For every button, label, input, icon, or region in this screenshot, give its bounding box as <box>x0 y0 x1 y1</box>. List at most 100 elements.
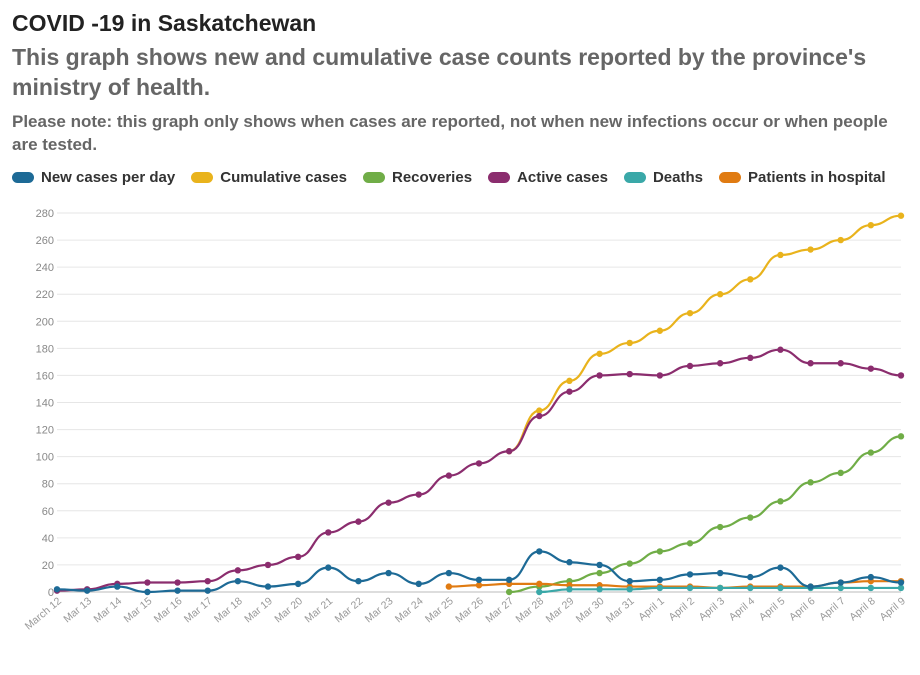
legend-item[interactable]: Recoveries <box>362 169 472 186</box>
data-point <box>385 569 392 577</box>
data-point <box>234 577 242 585</box>
x-tick-label: Mar 14 <box>91 595 124 625</box>
data-point <box>325 564 332 571</box>
y-tick-label: 120 <box>36 425 54 437</box>
data-point <box>566 377 573 385</box>
legend-item[interactable]: Cumulative cases <box>191 169 347 186</box>
x-tick-label: April 6 <box>787 595 818 623</box>
data-point <box>747 514 754 521</box>
data-point <box>777 251 784 259</box>
data-point <box>445 583 453 590</box>
data-point <box>837 584 844 592</box>
data-point <box>234 567 242 574</box>
data-point <box>777 346 784 353</box>
data-point <box>204 577 211 585</box>
legend-item[interactable]: Active cases <box>488 169 608 186</box>
data-point <box>807 360 814 367</box>
data-point <box>716 291 724 298</box>
data-point <box>656 584 664 592</box>
data-point <box>867 573 875 581</box>
x-tick-label: Mar 30 <box>574 595 607 625</box>
data-point <box>536 580 543 588</box>
data-point <box>294 553 302 561</box>
data-point <box>897 372 905 379</box>
x-tick-label: Mar 17 <box>182 595 215 625</box>
x-tick-label: Mar 16 <box>152 595 185 625</box>
data-point <box>596 561 603 569</box>
y-tick-label: 240 <box>36 262 54 274</box>
legend-swatch <box>191 172 214 183</box>
chart-subtitle: This graph shows new and cumulative case… <box>12 44 867 100</box>
data-point <box>204 587 211 594</box>
legend-item[interactable]: Deaths <box>623 169 703 186</box>
data-point <box>415 580 422 588</box>
x-tick-label: Mar 23 <box>363 595 396 625</box>
data-point <box>385 499 392 506</box>
data-point <box>626 339 633 347</box>
series-patients-in-hospital <box>445 577 905 592</box>
data-point <box>656 548 664 555</box>
data-point <box>867 365 875 372</box>
x-tick-label: Mar 26 <box>453 595 486 625</box>
legend-swatch <box>488 172 511 183</box>
legend-label: Patients in hospital <box>747 169 886 186</box>
series-line <box>508 214 902 453</box>
data-point <box>174 579 181 586</box>
data-point <box>355 518 362 525</box>
y-tick-label: 140 <box>36 398 54 410</box>
data-point <box>686 584 694 592</box>
x-tick-label: Mar 28 <box>513 595 546 625</box>
data-point <box>716 569 724 577</box>
data-point <box>536 588 543 596</box>
data-point <box>837 469 844 477</box>
data-point <box>114 583 121 590</box>
data-point <box>626 560 633 567</box>
data-point <box>867 449 875 456</box>
data-point <box>686 309 694 317</box>
data-point <box>656 372 664 379</box>
y-tick-label: 180 <box>36 343 54 355</box>
legend-label: New cases per day <box>41 169 176 186</box>
y-tick-label: 100 <box>36 452 54 464</box>
legend-swatch <box>718 172 741 183</box>
data-point <box>807 246 814 253</box>
data-point <box>686 540 694 547</box>
series-new-cases-per-day <box>53 548 905 596</box>
y-tick-label: 200 <box>36 316 54 328</box>
x-tick-label: Mar 31 <box>604 595 637 625</box>
data-point <box>53 586 61 593</box>
x-tick-label: Mar 15 <box>122 595 155 625</box>
data-point <box>566 586 573 593</box>
data-point <box>807 583 814 590</box>
x-tick-label: Mar 29 <box>544 595 577 625</box>
legend-item[interactable]: New cases per day <box>12 169 175 186</box>
y-tick-label: 40 <box>42 533 54 545</box>
x-tick-label: Mar 19 <box>242 595 275 625</box>
data-point <box>505 588 513 596</box>
data-point <box>566 388 573 395</box>
x-tick-label: Mar 18 <box>212 595 245 625</box>
legend-item[interactable]: Patients in hospital <box>718 169 886 186</box>
data-point <box>777 564 784 571</box>
x-tick-label: April 1 <box>636 595 667 623</box>
x-tick-label: March 12 <box>23 595 64 632</box>
data-point <box>897 579 905 586</box>
data-point <box>897 433 905 440</box>
data-point <box>807 479 814 486</box>
data-point <box>294 580 302 588</box>
data-point <box>445 569 453 577</box>
data-point <box>536 548 543 555</box>
series-line <box>509 435 902 594</box>
data-point <box>264 561 272 569</box>
data-point <box>686 362 694 370</box>
data-point <box>837 579 844 586</box>
x-tick-label: April 3 <box>697 595 728 623</box>
x-tick-label: Mar 20 <box>272 595 305 625</box>
legend-swatch <box>362 172 385 183</box>
data-point <box>264 583 272 590</box>
data-point <box>777 498 784 505</box>
data-point <box>656 576 664 584</box>
series-active-cases <box>53 346 905 594</box>
data-point <box>475 576 483 584</box>
